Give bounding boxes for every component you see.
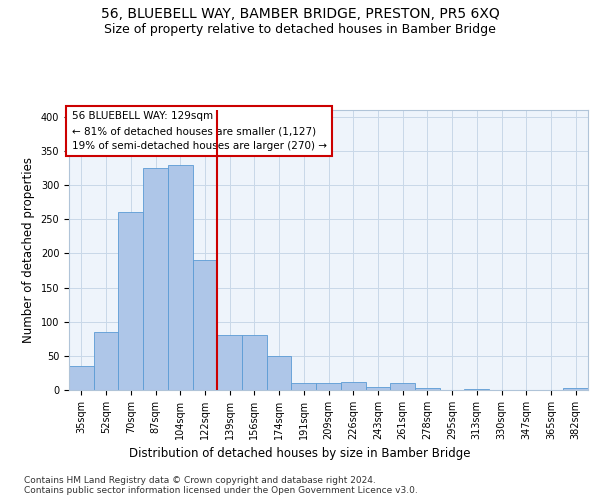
- Bar: [365, 386, 390, 390]
- Text: Distribution of detached houses by size in Bamber Bridge: Distribution of detached houses by size …: [129, 448, 471, 460]
- Bar: [292, 383, 316, 390]
- Bar: [94, 332, 118, 390]
- Text: Contains HM Land Registry data © Crown copyright and database right 2024.
Contai: Contains HM Land Registry data © Crown c…: [24, 476, 418, 495]
- Y-axis label: Number of detached properties: Number of detached properties: [22, 157, 35, 343]
- Bar: [193, 260, 217, 390]
- Bar: [267, 356, 292, 390]
- Bar: [242, 336, 267, 390]
- Bar: [464, 388, 489, 390]
- Bar: [118, 212, 143, 390]
- Bar: [168, 164, 193, 390]
- Bar: [316, 383, 341, 390]
- Text: 56 BLUEBELL WAY: 129sqm
← 81% of detached houses are smaller (1,127)
19% of semi: 56 BLUEBELL WAY: 129sqm ← 81% of detache…: [71, 112, 326, 151]
- Text: 56, BLUEBELL WAY, BAMBER BRIDGE, PRESTON, PR5 6XQ: 56, BLUEBELL WAY, BAMBER BRIDGE, PRESTON…: [101, 8, 499, 22]
- Bar: [143, 168, 168, 390]
- Bar: [390, 383, 415, 390]
- Bar: [341, 382, 365, 390]
- Bar: [415, 388, 440, 390]
- Text: Size of property relative to detached houses in Bamber Bridge: Size of property relative to detached ho…: [104, 22, 496, 36]
- Bar: [563, 388, 588, 390]
- Bar: [69, 366, 94, 390]
- Bar: [217, 336, 242, 390]
